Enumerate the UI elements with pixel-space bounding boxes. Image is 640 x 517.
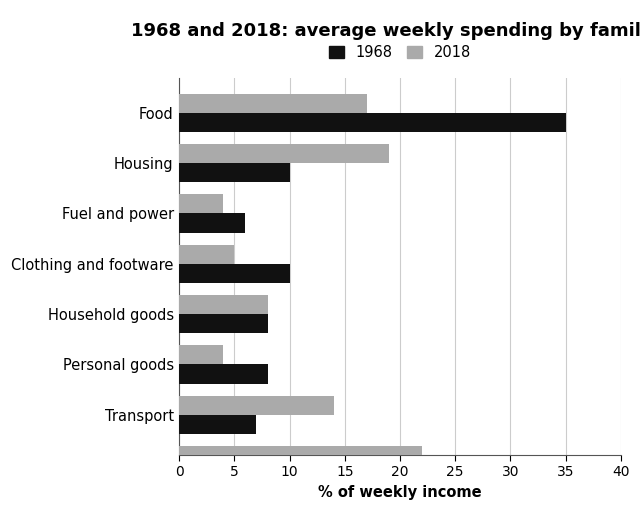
Bar [179,245,234,264]
Bar [179,364,268,384]
Bar [179,415,257,434]
Bar [179,345,223,364]
Bar [179,163,290,182]
Bar [179,94,367,113]
Legend: 1968, 2018: 1968, 2018 [323,40,477,66]
Bar [179,295,268,314]
Title: 1968 and 2018: average weekly spending by families: 1968 and 2018: average weekly spending b… [131,22,640,40]
X-axis label: % of weekly income: % of weekly income [318,485,482,500]
Bar [179,446,422,465]
Bar [179,264,290,283]
Bar [179,314,268,333]
Bar [179,144,389,163]
Bar [179,465,278,484]
Bar [179,113,566,132]
Bar [179,194,223,214]
Bar [179,396,334,415]
Bar [179,214,246,233]
